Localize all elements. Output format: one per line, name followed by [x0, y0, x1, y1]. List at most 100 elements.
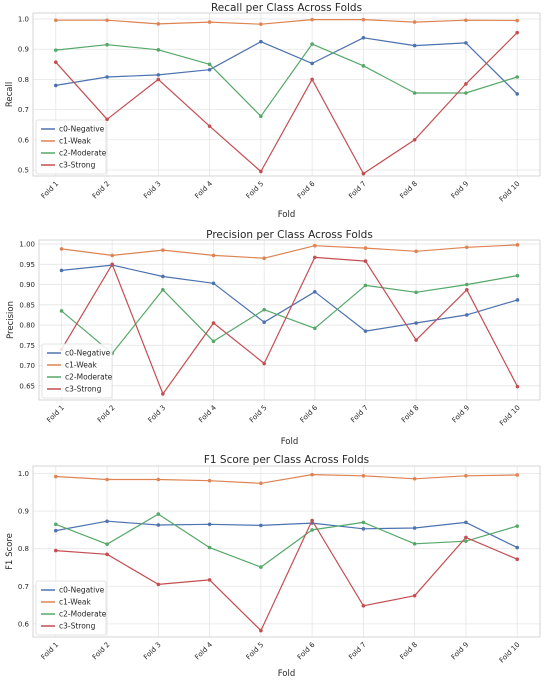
data-point-c2-moderate — [515, 524, 519, 528]
data-point-c2-moderate — [515, 273, 520, 278]
data-point-c3-strong — [110, 262, 115, 267]
series-line-c0-negative — [55, 37, 518, 95]
x-tick-label: Fold 2 — [91, 641, 112, 662]
data-point-c1-weak — [515, 18, 519, 23]
data-point-c3-strong — [515, 384, 520, 389]
legend: c0-Negative c1-Weak c2-Moderate c3-Strong — [41, 343, 113, 399]
y-axis-label: Precision — [6, 301, 16, 339]
y-tick-label: 0.6 — [18, 620, 30, 628]
x-tick-label: Fold 10 — [498, 180, 522, 204]
data-point-c1-weak — [313, 243, 317, 248]
data-point-c2-moderate — [464, 91, 468, 95]
data-point-c3-strong — [54, 60, 58, 65]
data-point-c1-weak — [156, 22, 161, 26]
data-point-c3-strong — [515, 30, 519, 35]
y-tick-label: 0.65 — [19, 382, 35, 390]
data-point-c1-weak — [110, 253, 115, 258]
legend-label: c3-Strong — [59, 161, 96, 170]
data-point-c3-strong — [262, 361, 266, 366]
x-tick-label: Fold 9 — [451, 404, 472, 425]
data-point-c2-moderate — [310, 528, 314, 532]
y-tick-label: 0.8 — [18, 76, 29, 84]
legend-label: c0-Negative — [59, 586, 105, 595]
y-tick-label: 0.85 — [19, 301, 35, 309]
y-axis-label: Recall — [5, 82, 15, 107]
legend-label: c0-Negative — [59, 125, 105, 134]
data-point-c1-weak — [515, 473, 519, 477]
data-point-c3-strong — [412, 593, 417, 598]
x-tick-label: Fold 3 — [142, 641, 163, 662]
data-point-c2-moderate — [105, 542, 109, 546]
data-point-c2-moderate — [412, 541, 417, 546]
y-tick-label: 0.9 — [18, 508, 29, 516]
data-point-c1-weak — [156, 477, 161, 482]
data-point-c3-strong — [156, 77, 161, 82]
data-point-c2-moderate — [161, 288, 165, 292]
y-tick-label: 0.75 — [19, 342, 35, 350]
data-point-c1-weak — [105, 18, 109, 23]
series-line-c3-strong — [60, 256, 519, 395]
chart-title: Recall per Class Across Folds — [211, 2, 362, 14]
data-point-c1-weak — [363, 246, 368, 250]
chart-title: F1 Score per Class Across Folds — [204, 454, 369, 466]
data-point-c2-moderate — [259, 565, 263, 569]
data-point-c3-strong — [54, 548, 58, 553]
chart-panel-2: 0.65 0.70 0.75 0.80 0.85 0.90 0.95 1.00 Fold 1 Fo… — [6, 229, 541, 447]
series-line-c0-negative — [55, 520, 518, 549]
x-tick-label: Fold 1 — [45, 404, 66, 425]
legend-box — [35, 119, 107, 175]
x-tick-label: Fold 5 — [245, 180, 266, 201]
data-point-c3-strong — [464, 288, 469, 292]
data-point-c3-strong — [464, 82, 468, 86]
x-tick-label: Fold 9 — [450, 180, 471, 201]
data-point-c2-moderate — [156, 48, 161, 52]
series-line-c2-moderate — [55, 43, 518, 117]
data-point-c3-strong — [313, 255, 317, 260]
series-line-c3-strong — [55, 32, 518, 175]
chart-panel-1: 0.5 0.6 0.7 0.8 0.9 1.0 Fold 1 Fold 2 Fold 3 Fold… — [5, 2, 541, 220]
data-point-c2-moderate — [259, 114, 263, 119]
data-point-c0-negative — [161, 274, 165, 279]
data-point-c2-moderate — [207, 545, 212, 550]
plot-frame — [32, 12, 541, 177]
data-point-c2-moderate — [414, 290, 418, 295]
x-tick-label: Fold 3 — [142, 180, 163, 201]
x-tick-label: Fold 1 — [40, 641, 61, 662]
data-point-c2-moderate — [361, 520, 366, 525]
x-tick-label: Fold 7 — [349, 404, 370, 425]
data-point-c2-moderate — [211, 339, 216, 344]
data-point-c1-weak — [161, 248, 165, 252]
chart-title: Precision per Class Across Folds — [206, 229, 373, 241]
data-point-c1-weak — [207, 20, 212, 24]
x-tick-label: Fold 7 — [347, 641, 368, 662]
data-point-c2-moderate — [464, 539, 468, 543]
data-point-c3-strong — [515, 557, 519, 562]
data-point-c0-negative — [259, 523, 263, 528]
plot-frame — [32, 465, 541, 638]
x-axis-label: Fold — [278, 210, 296, 220]
data-point-c2-moderate — [54, 48, 58, 52]
series-line-c0-negative — [61, 264, 518, 332]
data-point-c1-weak — [412, 20, 417, 24]
data-point-c2-moderate — [54, 522, 58, 527]
x-tick-label: Fold 3 — [147, 404, 168, 425]
x-tick-label: Fold 10 — [498, 404, 522, 428]
legend: c0-Negative c1-Weak c2-Moderate c3-Strong — [35, 119, 107, 175]
x-tick-label: Fold 5 — [248, 404, 269, 425]
series-line-c3-strong — [55, 519, 518, 632]
data-point-c3-strong — [161, 392, 165, 396]
legend-box — [35, 580, 107, 636]
y-tick-label: 0.9 — [18, 46, 29, 54]
data-point-c1-weak — [54, 18, 58, 23]
legend-label: c3-Strong — [65, 385, 102, 394]
data-point-c0-negative — [211, 281, 216, 286]
data-point-c3-strong — [211, 321, 216, 325]
x-tick-label: Fold 8 — [400, 404, 421, 425]
y-tick-label: 0.95 — [19, 261, 35, 269]
data-point-c0-negative — [259, 39, 263, 44]
y-tick-label: 0.6 — [18, 136, 30, 144]
data-point-c0-negative — [310, 61, 314, 66]
data-point-c1-weak — [464, 18, 468, 23]
data-point-c1-weak — [412, 476, 417, 481]
